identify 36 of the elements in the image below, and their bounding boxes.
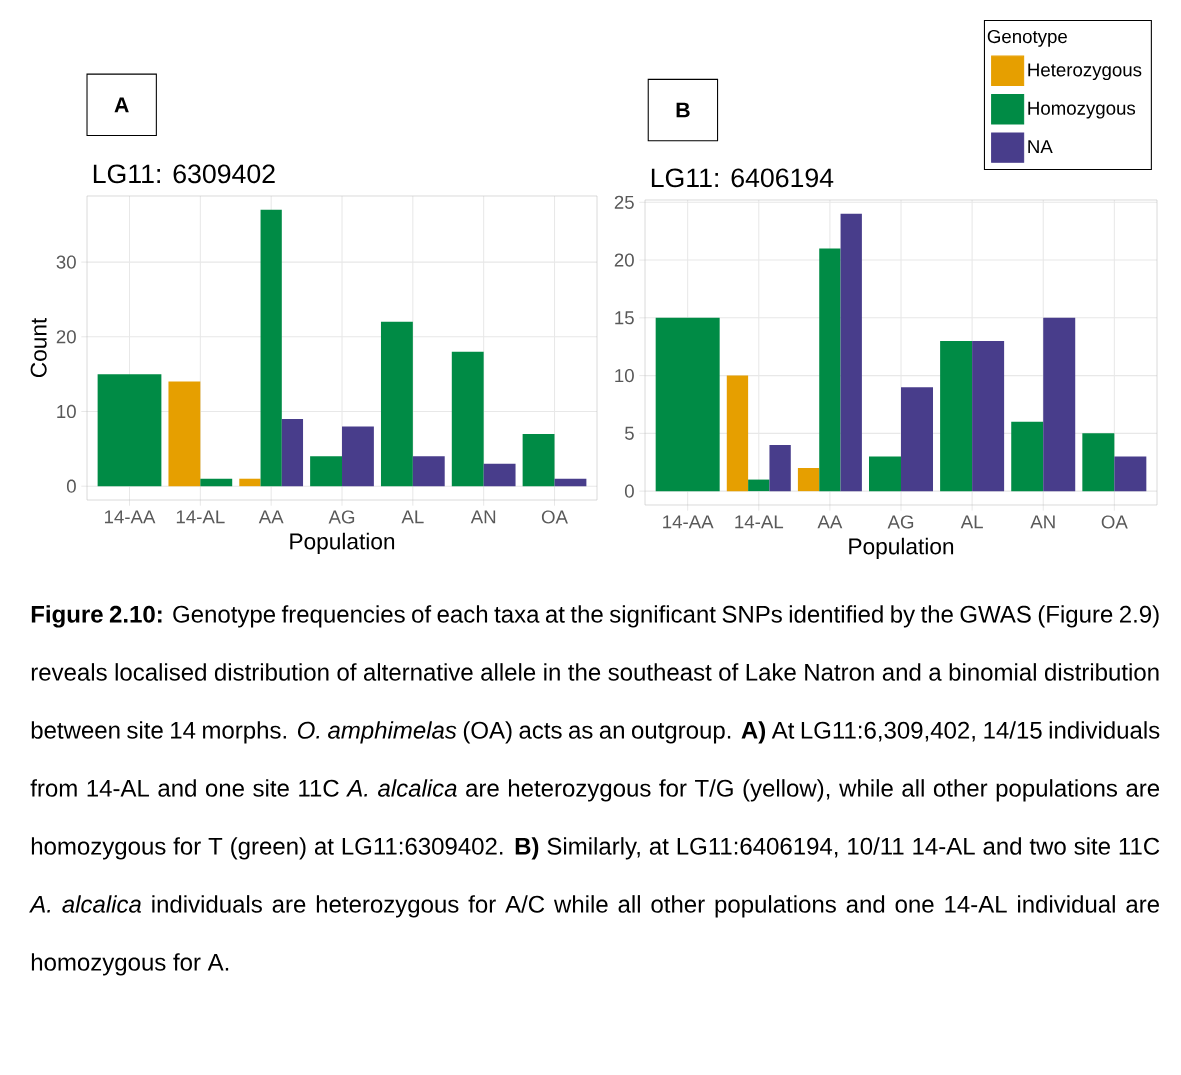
x-tick-label: 14-AA (104, 510, 156, 524)
x-tick-label: AA (817, 515, 843, 529)
y-axis-title: Count (30, 317, 47, 378)
legend-label: Heterozygous (1028, 63, 1142, 81)
y-tick-label: 25 (614, 195, 634, 209)
text: B (676, 102, 690, 118)
x-tick-label: 14-AA (663, 515, 714, 529)
x-tick-label: OA (541, 510, 568, 524)
x-tick-label: AG (328, 510, 355, 524)
y-tick-label: 0 (66, 479, 76, 493)
x-axis-title: Population (849, 537, 954, 559)
x-tick-label: AL (960, 515, 983, 529)
x-tick-label: AN (1030, 515, 1055, 529)
y-tick-label: 5 (624, 426, 634, 440)
legend-title: Genotype (987, 29, 1067, 47)
y-tick-label: 10 (57, 404, 76, 419)
y-tick-label: 30 (56, 255, 76, 269)
x-axis-title: Population (290, 532, 395, 554)
y-tick-label: 10 (615, 368, 634, 383)
x-tick-label: OA (1101, 515, 1128, 529)
y-tick-label: 15 (615, 311, 634, 325)
x-tick-label: 14-AL (176, 510, 225, 524)
y-tick-label: 20 (56, 330, 76, 344)
x-tick-label: AN (470, 510, 496, 524)
text: A (114, 97, 129, 113)
chart-title: LG11: 6309402 (93, 164, 275, 184)
x-tick-label: AG (887, 515, 914, 529)
x-tick-label: AL (401, 510, 424, 524)
x-tick-label: AA (258, 510, 284, 524)
text: Figure 2.10: Genotype frequencies of each taxa at the significant SNPs identified by the GWAS (Figure 2.9) reveals localised distribution of alternative allele in the southeast of Lake Natron and a binomial distribution between site 14 morphs. O. amphimelas (OA) acts as an outgroup. A) At LG11:6,309,402, 14/15 individuals from 14-AL and one site 11C A. alcalica are heterozygous for T/G (yellow), while all other populations are homozygous for T (green) at LG11:6309402. B) Similarly, at LG11:6406194, 10/11 14-AL and two site 11C A. alcalica individuals are heterozygous for A/C while all other populations and one 14-AL individual are homozygous for A. (29, 605, 1160, 976)
y-tick-label: 20 (614, 253, 634, 267)
y-tick-label: 0 (624, 484, 634, 498)
legend-label: NA (1028, 140, 1053, 154)
x-tick-label: 14-AL (735, 515, 784, 529)
chart-title: LG11: 6406194 (651, 168, 834, 188)
legend-label: Homozygous (1028, 101, 1136, 119)
